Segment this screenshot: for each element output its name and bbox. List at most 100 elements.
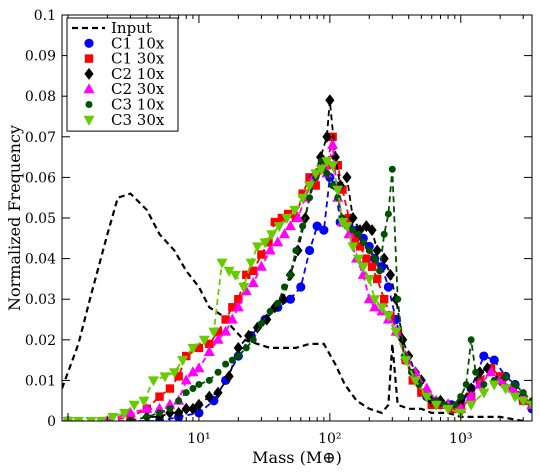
data-point: [347, 242, 359, 253]
legend-swatch: [84, 54, 94, 63]
data-point: [220, 325, 232, 336]
data-point: [430, 400, 442, 411]
data-point: [213, 386, 223, 399]
data-point: [312, 221, 322, 231]
data-point: [286, 271, 294, 279]
data-point: [472, 368, 480, 376]
legend-item: C1 30x: [84, 50, 165, 68]
data-point: [177, 356, 189, 367]
data-point: [255, 260, 267, 271]
data-point: [85, 417, 97, 421]
series-6: [62, 157, 532, 421]
data-point: [213, 327, 223, 336]
data-point: [187, 343, 199, 354]
plot-series: [62, 94, 532, 421]
data-point: [251, 242, 263, 253]
data-point: [388, 165, 396, 173]
data-point: [355, 242, 365, 251]
data-point: [323, 169, 331, 177]
data-point: [128, 400, 140, 411]
data-point: [367, 262, 377, 271]
data-point: [327, 138, 339, 149]
data-point: [95, 417, 107, 421]
data-point: [376, 303, 388, 314]
legend-label: C3 10x: [111, 96, 165, 114]
data-point: [350, 234, 359, 243]
data-point: [394, 295, 402, 303]
data-point: [359, 238, 367, 246]
data-point: [298, 189, 307, 198]
data-point: [156, 409, 164, 417]
data-point: [297, 193, 309, 204]
data-point: [478, 388, 490, 399]
y-tick-label: 0.08: [25, 89, 56, 105]
data-point: [333, 161, 342, 170]
data-point: [228, 356, 236, 364]
x-tick-label: 10²: [318, 431, 341, 447]
data-point: [204, 390, 214, 403]
series-line: [130, 158, 532, 421]
data-point: [400, 356, 412, 367]
data-point: [467, 336, 475, 344]
data-point: [292, 246, 300, 254]
data-point: [194, 408, 204, 418]
data-point: [205, 376, 213, 384]
data-point: [141, 402, 153, 413]
data-point: [155, 392, 164, 401]
data-point: [409, 376, 421, 387]
data-point: [304, 181, 316, 192]
y-tick-label: 0.1: [34, 8, 56, 24]
data-point: [289, 205, 301, 216]
legend-swatch: [83, 83, 95, 94]
data-point: [208, 327, 220, 338]
data-point: [180, 374, 192, 385]
data-point: [165, 384, 175, 393]
data-point: [193, 362, 205, 373]
y-tick-label: 0.05: [25, 211, 56, 227]
data-point: [526, 400, 532, 411]
data-point: [385, 268, 395, 281]
legend-item: C1 10x: [84, 34, 165, 52]
data-point: [376, 267, 384, 275]
data-point: [168, 368, 180, 379]
data-point: [72, 417, 84, 421]
data-point: [247, 276, 259, 287]
data-point: [507, 382, 519, 393]
data-point: [187, 366, 199, 377]
data-point: [299, 222, 307, 230]
data-point: [138, 396, 150, 407]
data-point: [107, 412, 119, 421]
data-point: [321, 157, 333, 168]
data-point: [259, 238, 271, 249]
data-point: [379, 295, 389, 304]
data-point: [372, 244, 382, 257]
legend-label: Input: [111, 19, 152, 37]
data-point: [284, 220, 296, 231]
series-line: [68, 136, 532, 421]
data-point: [234, 352, 242, 360]
legend-item: C2 10x: [84, 65, 165, 83]
data-point: [427, 394, 437, 407]
data-point: [480, 380, 488, 388]
data-point: [262, 313, 272, 326]
data-point: [175, 397, 183, 405]
data-point: [382, 311, 394, 322]
legend-label: C1 10x: [111, 34, 165, 52]
data-point: [274, 299, 282, 307]
data-point: [417, 388, 426, 397]
data-point: [264, 238, 273, 247]
legend-item: C2 30x: [83, 80, 165, 98]
data-point: [384, 210, 392, 218]
data-point: [373, 274, 382, 284]
data-point: [181, 402, 191, 415]
plot-area: [62, 94, 532, 421]
data-point: [264, 244, 276, 255]
y-tick-label: 0.04: [25, 252, 56, 268]
legend-swatch: [85, 101, 93, 108]
data-point: [357, 262, 369, 273]
data-point: [466, 382, 476, 395]
data-point: [500, 384, 512, 395]
data-point: [148, 376, 160, 387]
